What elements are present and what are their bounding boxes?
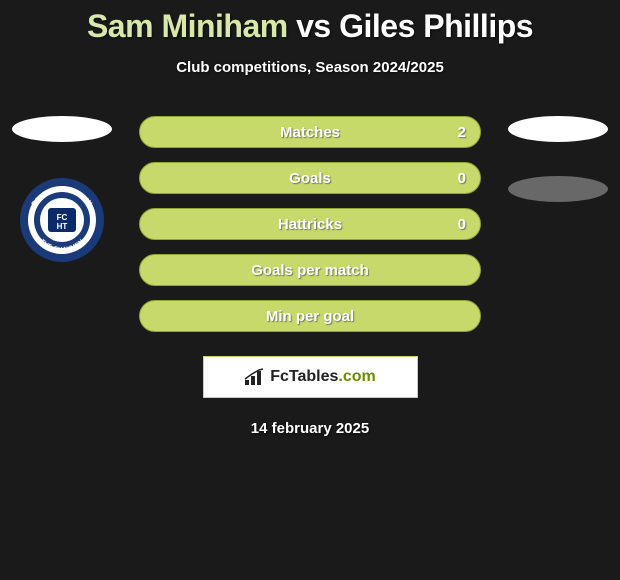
stat-label: Min per goal: [266, 308, 354, 325]
player2-name: Giles Phillips: [339, 8, 533, 44]
title: Sam Miniham vs Giles Phillips: [0, 8, 620, 45]
left-column: FC HT FC HALIFAX TOWN THE SHAYMEN: [7, 116, 117, 264]
stat-label: Hattricks: [278, 216, 342, 233]
vs-text: vs: [296, 8, 331, 44]
stat-bar-hattricks: Hattricks 0: [139, 208, 481, 240]
svg-text:HT: HT: [57, 222, 68, 231]
stat-bar-goals: Goals 0: [139, 162, 481, 194]
comparison-card: Sam Miniham vs Giles Phillips Club compe…: [0, 0, 620, 437]
player1-club-badge: FC HT FC HALIFAX TOWN THE SHAYMEN: [18, 176, 106, 264]
player1-oval-placeholder: [12, 116, 112, 142]
branding-box[interactable]: FcTables.com: [203, 356, 418, 398]
main-layout: FC HT FC HALIFAX TOWN THE SHAYMEN: [0, 116, 620, 332]
stat-right-value: 0: [458, 170, 466, 187]
right-column: [503, 116, 613, 202]
halifax-badge-icon: FC HT FC HALIFAX TOWN THE SHAYMEN: [18, 176, 106, 264]
stats-column: Matches 2 Goals 0 Hattricks 0 Goals per …: [139, 116, 481, 332]
stat-right-value: 2: [458, 124, 466, 141]
branding-name: FcTables: [270, 368, 338, 385]
stat-bar-min-per-goal: Min per goal: [139, 300, 481, 332]
player2-club-placeholder: [508, 176, 608, 202]
bars-icon: [244, 368, 266, 386]
player2-oval-placeholder: [508, 116, 608, 142]
stat-label: Matches: [280, 124, 340, 141]
subtitle: Club competitions, Season 2024/2025: [0, 59, 620, 76]
branding-text: FcTables.com: [270, 368, 376, 386]
date-text: 14 february 2025: [0, 420, 620, 437]
svg-text:FC: FC: [57, 213, 68, 222]
stat-bar-matches: Matches 2: [139, 116, 481, 148]
stat-label: Goals per match: [251, 262, 369, 279]
player1-name: Sam Miniham: [87, 8, 288, 44]
branding-tld: .com: [338, 368, 375, 385]
stat-bar-goals-per-match: Goals per match: [139, 254, 481, 286]
stat-right-value: 0: [458, 216, 466, 233]
stat-label: Goals: [289, 170, 331, 187]
